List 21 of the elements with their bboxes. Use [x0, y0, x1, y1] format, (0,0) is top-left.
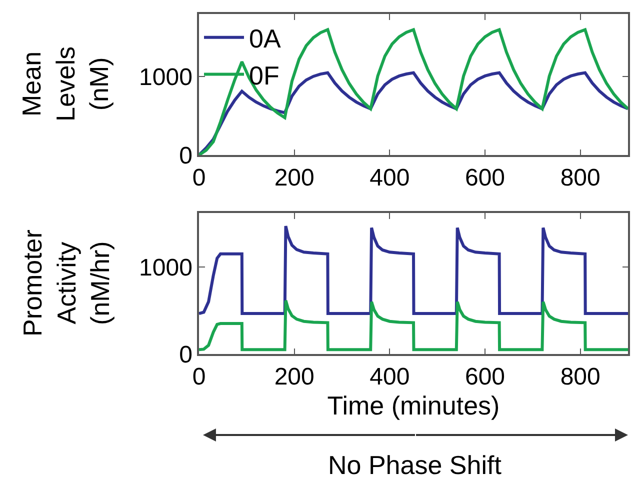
y-tick-label: 1000	[139, 64, 192, 92]
legend-label: 0A	[249, 24, 282, 54]
x-tick-label: 800	[560, 164, 600, 192]
x-tick-label: 200	[274, 364, 314, 391]
line-series	[199, 28, 628, 155]
y-axis-title: Promoter Activity (nM/hr)	[18, 229, 116, 337]
y-tick-label: 0	[179, 341, 192, 368]
x-tick-label: 200	[274, 164, 314, 192]
x-tick-label: 400	[370, 364, 410, 391]
x-tick-label: 600	[464, 364, 506, 391]
x-tick-label: 400	[370, 164, 410, 192]
x-axis-title: Time (minutes)	[327, 390, 500, 421]
y-tick-label: 1000	[139, 254, 192, 282]
y-tick-label: 0	[179, 142, 192, 170]
line-series	[199, 224, 628, 316]
x-tick-label: 800	[560, 364, 600, 391]
x-tick-label: 600	[464, 164, 506, 192]
line-series	[199, 298, 628, 352]
legend-label: 0F	[249, 60, 280, 90]
text: No Phase Shift	[328, 450, 502, 478]
y-axis-title: Mean Levels (nM)	[16, 46, 114, 122]
